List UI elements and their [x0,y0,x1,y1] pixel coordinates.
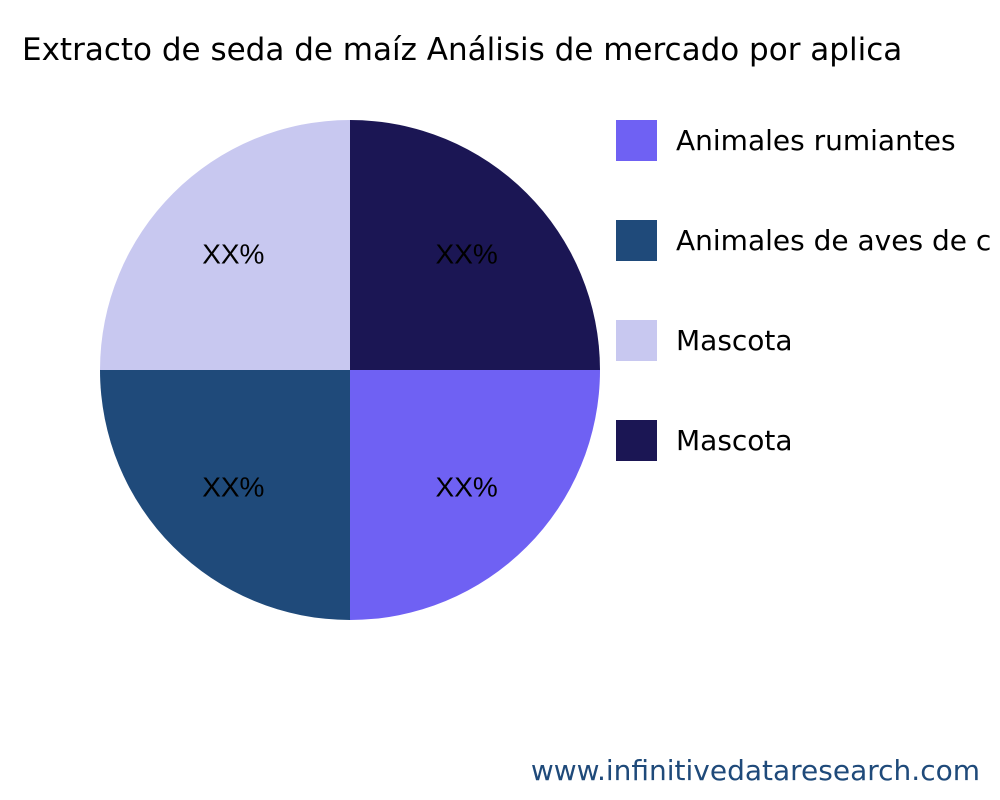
legend-item-3[interactable]: Mascota [616,320,793,361]
legend-swatch [616,220,657,261]
pie-slice-2 [100,370,350,620]
footer-url[interactable]: www.infinitivedataresearch.com [531,754,980,787]
legend-item-2[interactable]: Animales de aves de c [616,220,991,261]
legend-label: Mascota [676,424,793,457]
pie-slice-4 [350,120,600,370]
pie-slice-1 [350,370,600,620]
slice-label-3: XX% [202,238,264,269]
slice-label-2: XX% [202,472,264,503]
legend-item-4[interactable]: Mascota [616,420,793,461]
legend-swatch [616,420,657,461]
slice-label-4: XX% [436,238,498,269]
legend-swatch [616,120,657,161]
pie-slice-3 [100,120,350,370]
legend-swatch [616,320,657,361]
legend-label: Mascota [676,324,793,357]
chart-title: Extracto de seda de maíz Análisis de mer… [22,32,902,68]
legend-item-1[interactable]: Animales rumiantes [616,120,956,161]
slice-label-1: XX% [436,472,498,503]
legend-label: Animales rumiantes [676,124,956,157]
legend-label: Animales de aves de c [676,224,991,257]
